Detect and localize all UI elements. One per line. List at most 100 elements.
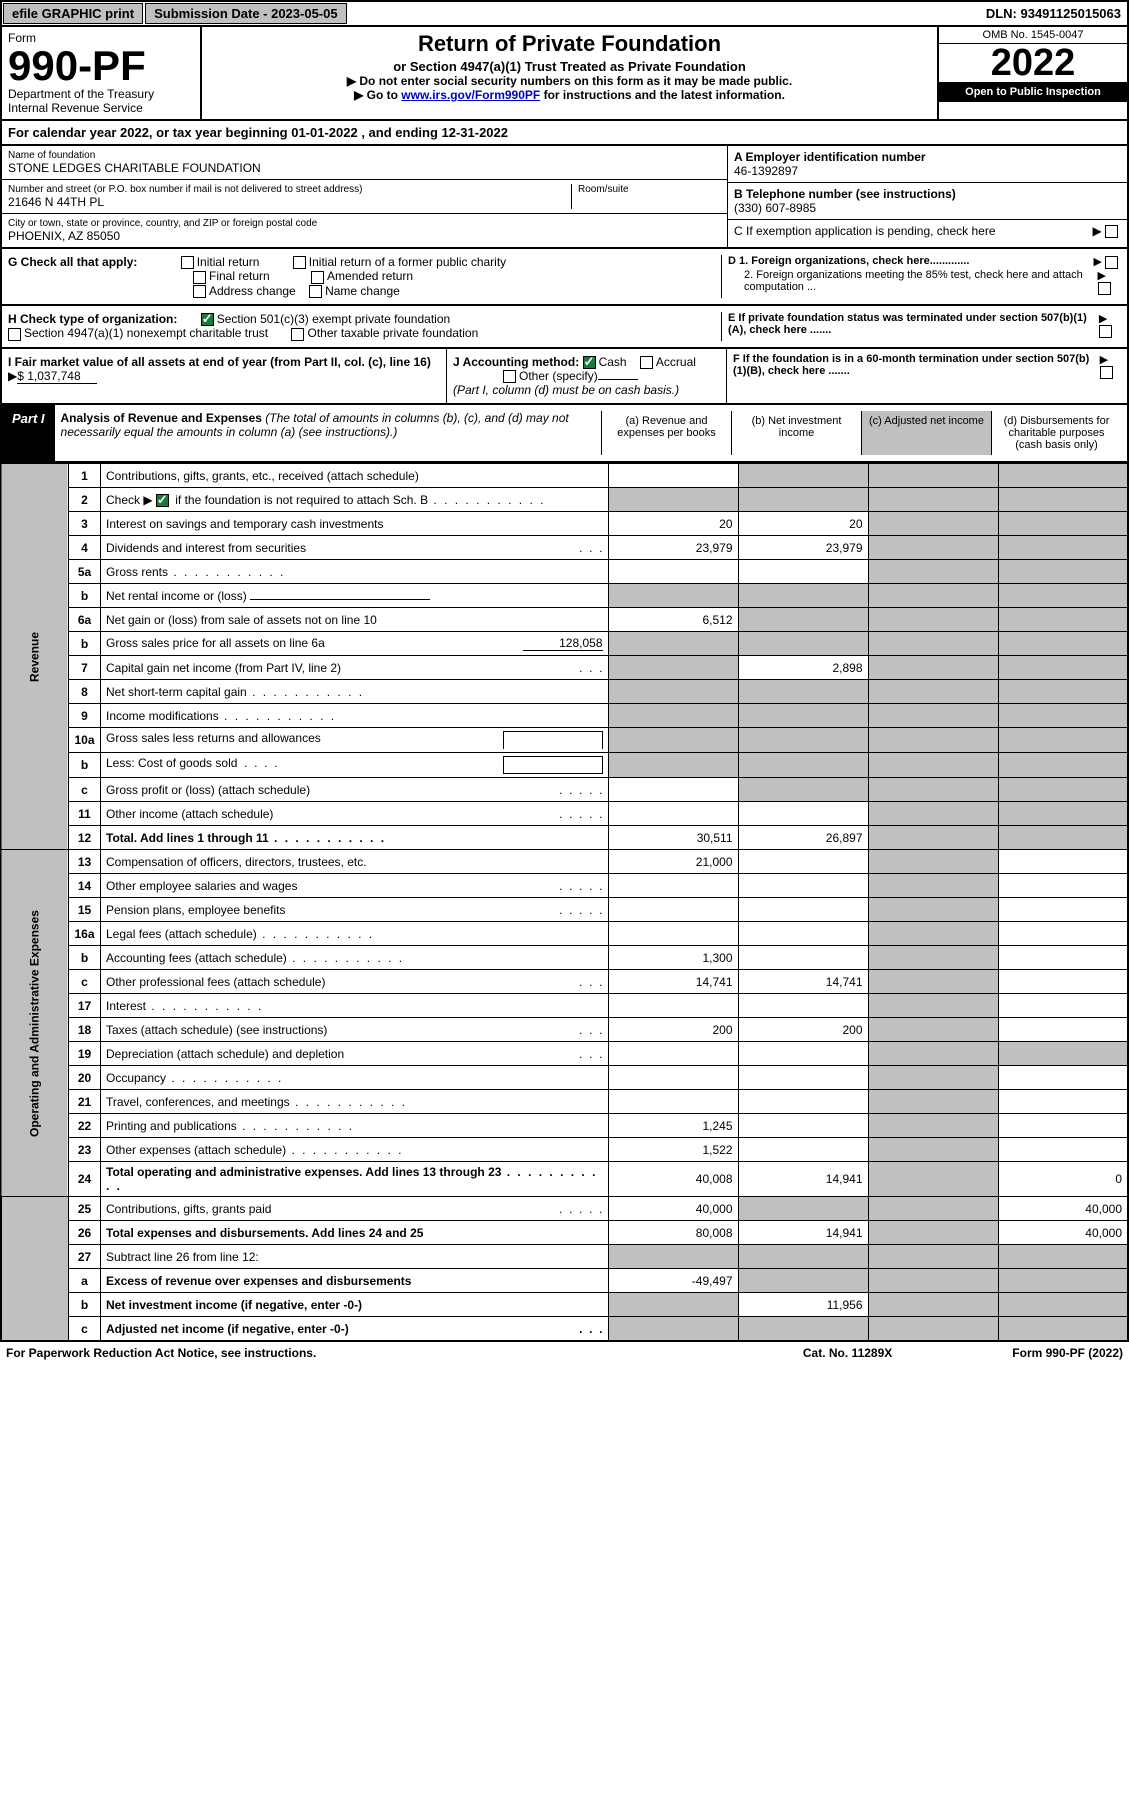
r5b-no: b: [69, 584, 101, 608]
row-8: 8 Net short-term capital gain: [1, 680, 1128, 704]
identity-grid: Name of foundation STONE LEDGES CHARITAB…: [0, 146, 1129, 249]
r12-a: 30,511: [608, 826, 738, 850]
note-ssn: ▶ Do not enter social security numbers o…: [206, 74, 933, 88]
r12-no: 12: [69, 826, 101, 850]
identity-right: A Employer identification number 46-1392…: [727, 146, 1127, 247]
r8-no: 8: [69, 680, 101, 704]
j-note: (Part I, column (d) must be on cash basi…: [453, 383, 679, 397]
r25-d: 40,000: [998, 1197, 1128, 1221]
row-27b: b Net investment income (if negative, en…: [1, 1293, 1128, 1317]
r7-desc: Capital gain net income (from Part IV, l…: [101, 656, 609, 680]
e-checkbox[interactable]: [1099, 325, 1112, 338]
row-16b: b Accounting fees (attach schedule) 1,30…: [1, 946, 1128, 970]
r5b-desc: Net rental income or (loss): [101, 584, 609, 608]
cash-checkbox[interactable]: [583, 356, 596, 369]
r24-d: 0: [998, 1162, 1128, 1197]
r24-desc: Total operating and administrative expen…: [101, 1162, 609, 1197]
opt-name: Name change: [325, 284, 400, 298]
row-9: 9 Income modifications: [1, 704, 1128, 728]
r26-b: 14,941: [738, 1221, 868, 1245]
r21-no: 21: [69, 1090, 101, 1114]
j-label: J Accounting method:: [453, 355, 579, 369]
schb-checkbox[interactable]: [156, 494, 169, 507]
r4-b: 23,979: [738, 536, 868, 560]
r18-desc: Taxes (attach schedule) (see instruction…: [101, 1018, 609, 1042]
address-change-checkbox[interactable]: [193, 285, 206, 298]
identity-left: Name of foundation STONE LEDGES CHARITAB…: [2, 146, 727, 247]
r9-no: 9: [69, 704, 101, 728]
d1-label: D 1. Foreign organizations, check here..…: [728, 255, 969, 269]
header-right: OMB No. 1545-0047 2022 Open to Public In…: [937, 27, 1127, 119]
g-label: G Check all that apply:: [8, 255, 137, 269]
col-c-head: (c) Adjusted net income: [861, 411, 991, 455]
c-checkbox[interactable]: [1105, 225, 1118, 238]
r3-a: 20: [608, 512, 738, 536]
row-23: 23 Other expenses (attach schedule) 1,52…: [1, 1138, 1128, 1162]
tax-year: 2022: [939, 44, 1127, 82]
opt-amended: Amended return: [327, 269, 413, 283]
initial-former-checkbox[interactable]: [293, 256, 306, 269]
r1-desc: Contributions, gifts, grants, etc., rece…: [101, 464, 609, 488]
expenses-side-label: Operating and Administrative Expenses: [1, 850, 69, 1197]
row-6a: 6a Net gain or (loss) from sale of asset…: [1, 608, 1128, 632]
f-checkbox[interactable]: [1100, 366, 1113, 379]
501c3-checkbox[interactable]: [201, 313, 214, 326]
r27a-desc: Excess of revenue over expenses and disb…: [101, 1269, 609, 1293]
i-section: I Fair market value of all assets at end…: [2, 349, 447, 404]
initial-return-checkbox[interactable]: [181, 256, 194, 269]
r14-no: 14: [69, 874, 101, 898]
form-title: Return of Private Foundation: [206, 31, 933, 57]
r23-a: 1,522: [608, 1138, 738, 1162]
r6a-desc: Net gain or (loss) from sale of assets n…: [101, 608, 609, 632]
accrual-checkbox[interactable]: [640, 356, 653, 369]
opt-501c3: Section 501(c)(3) exempt private foundat…: [217, 312, 450, 326]
name-change-checkbox[interactable]: [309, 285, 322, 298]
j-section: J Accounting method: Cash Accrual Other …: [447, 349, 727, 404]
r18-b: 200: [738, 1018, 868, 1042]
city-cell: City or town, state or province, country…: [2, 214, 727, 247]
r26-d: 40,000: [998, 1221, 1128, 1245]
other-method-checkbox[interactable]: [503, 370, 516, 383]
row-10a: 10a Gross sales less returns and allowan…: [1, 728, 1128, 753]
r4-desc: Dividends and interest from securities. …: [101, 536, 609, 560]
d2-checkbox[interactable]: [1098, 282, 1111, 295]
addr-label: Number and street (or P.O. box number if…: [8, 184, 571, 195]
fmv-value: $ 1,037,748: [17, 369, 97, 384]
form990pf-link[interactable]: www.irs.gov/Form990PF: [401, 88, 540, 102]
other-taxable-checkbox[interactable]: [291, 328, 304, 341]
amended-checkbox[interactable]: [311, 271, 324, 284]
r12-desc: Total. Add lines 1 through 11: [101, 826, 609, 850]
r10a-desc: Gross sales less returns and allowances: [101, 728, 609, 753]
submission-date-button[interactable]: Submission Date - 2023-05-05: [145, 3, 347, 24]
c-cell: C If exemption application is pending, c…: [728, 220, 1127, 242]
footer-left: For Paperwork Reduction Act Notice, see …: [6, 1346, 316, 1360]
d1-checkbox[interactable]: [1105, 256, 1118, 269]
r6a-no: 6a: [69, 608, 101, 632]
r15-no: 15: [69, 898, 101, 922]
r27a-no: a: [69, 1269, 101, 1293]
r17-desc: Interest: [101, 994, 609, 1018]
r7-no: 7: [69, 656, 101, 680]
row-7: 7 Capital gain net income (from Part IV,…: [1, 656, 1128, 680]
city-value: PHOENIX, AZ 85050: [8, 229, 721, 243]
opt-4947: Section 4947(a)(1) nonexempt charitable …: [24, 326, 268, 340]
row-19: 19 Depreciation (attach schedule) and de…: [1, 1042, 1128, 1066]
r21-desc: Travel, conferences, and meetings: [101, 1090, 609, 1114]
page-footer: For Paperwork Reduction Act Notice, see …: [0, 1342, 1129, 1364]
r10c-no: c: [69, 778, 101, 802]
row-1: Revenue 1 Contributions, gifts, grants, …: [1, 464, 1128, 488]
row-25: 25 Contributions, gifts, grants paid. . …: [1, 1197, 1128, 1221]
r25-a: 40,000: [608, 1197, 738, 1221]
irs-text: Internal Revenue Service: [8, 101, 194, 115]
final-return-checkbox[interactable]: [193, 271, 206, 284]
r27c-no: c: [69, 1317, 101, 1341]
row-5b: b Net rental income or (loss): [1, 584, 1128, 608]
col-a-head: (a) Revenue and expenses per books: [601, 411, 731, 455]
efile-print-button[interactable]: efile GRAPHIC print: [3, 3, 143, 24]
row-16a: 16a Legal fees (attach schedule): [1, 922, 1128, 946]
r10c-desc: Gross profit or (loss) (attach schedule)…: [101, 778, 609, 802]
r18-a: 200: [608, 1018, 738, 1042]
4947-checkbox[interactable]: [8, 328, 21, 341]
r20-desc: Occupancy: [101, 1066, 609, 1090]
r7-b: 2,898: [738, 656, 868, 680]
